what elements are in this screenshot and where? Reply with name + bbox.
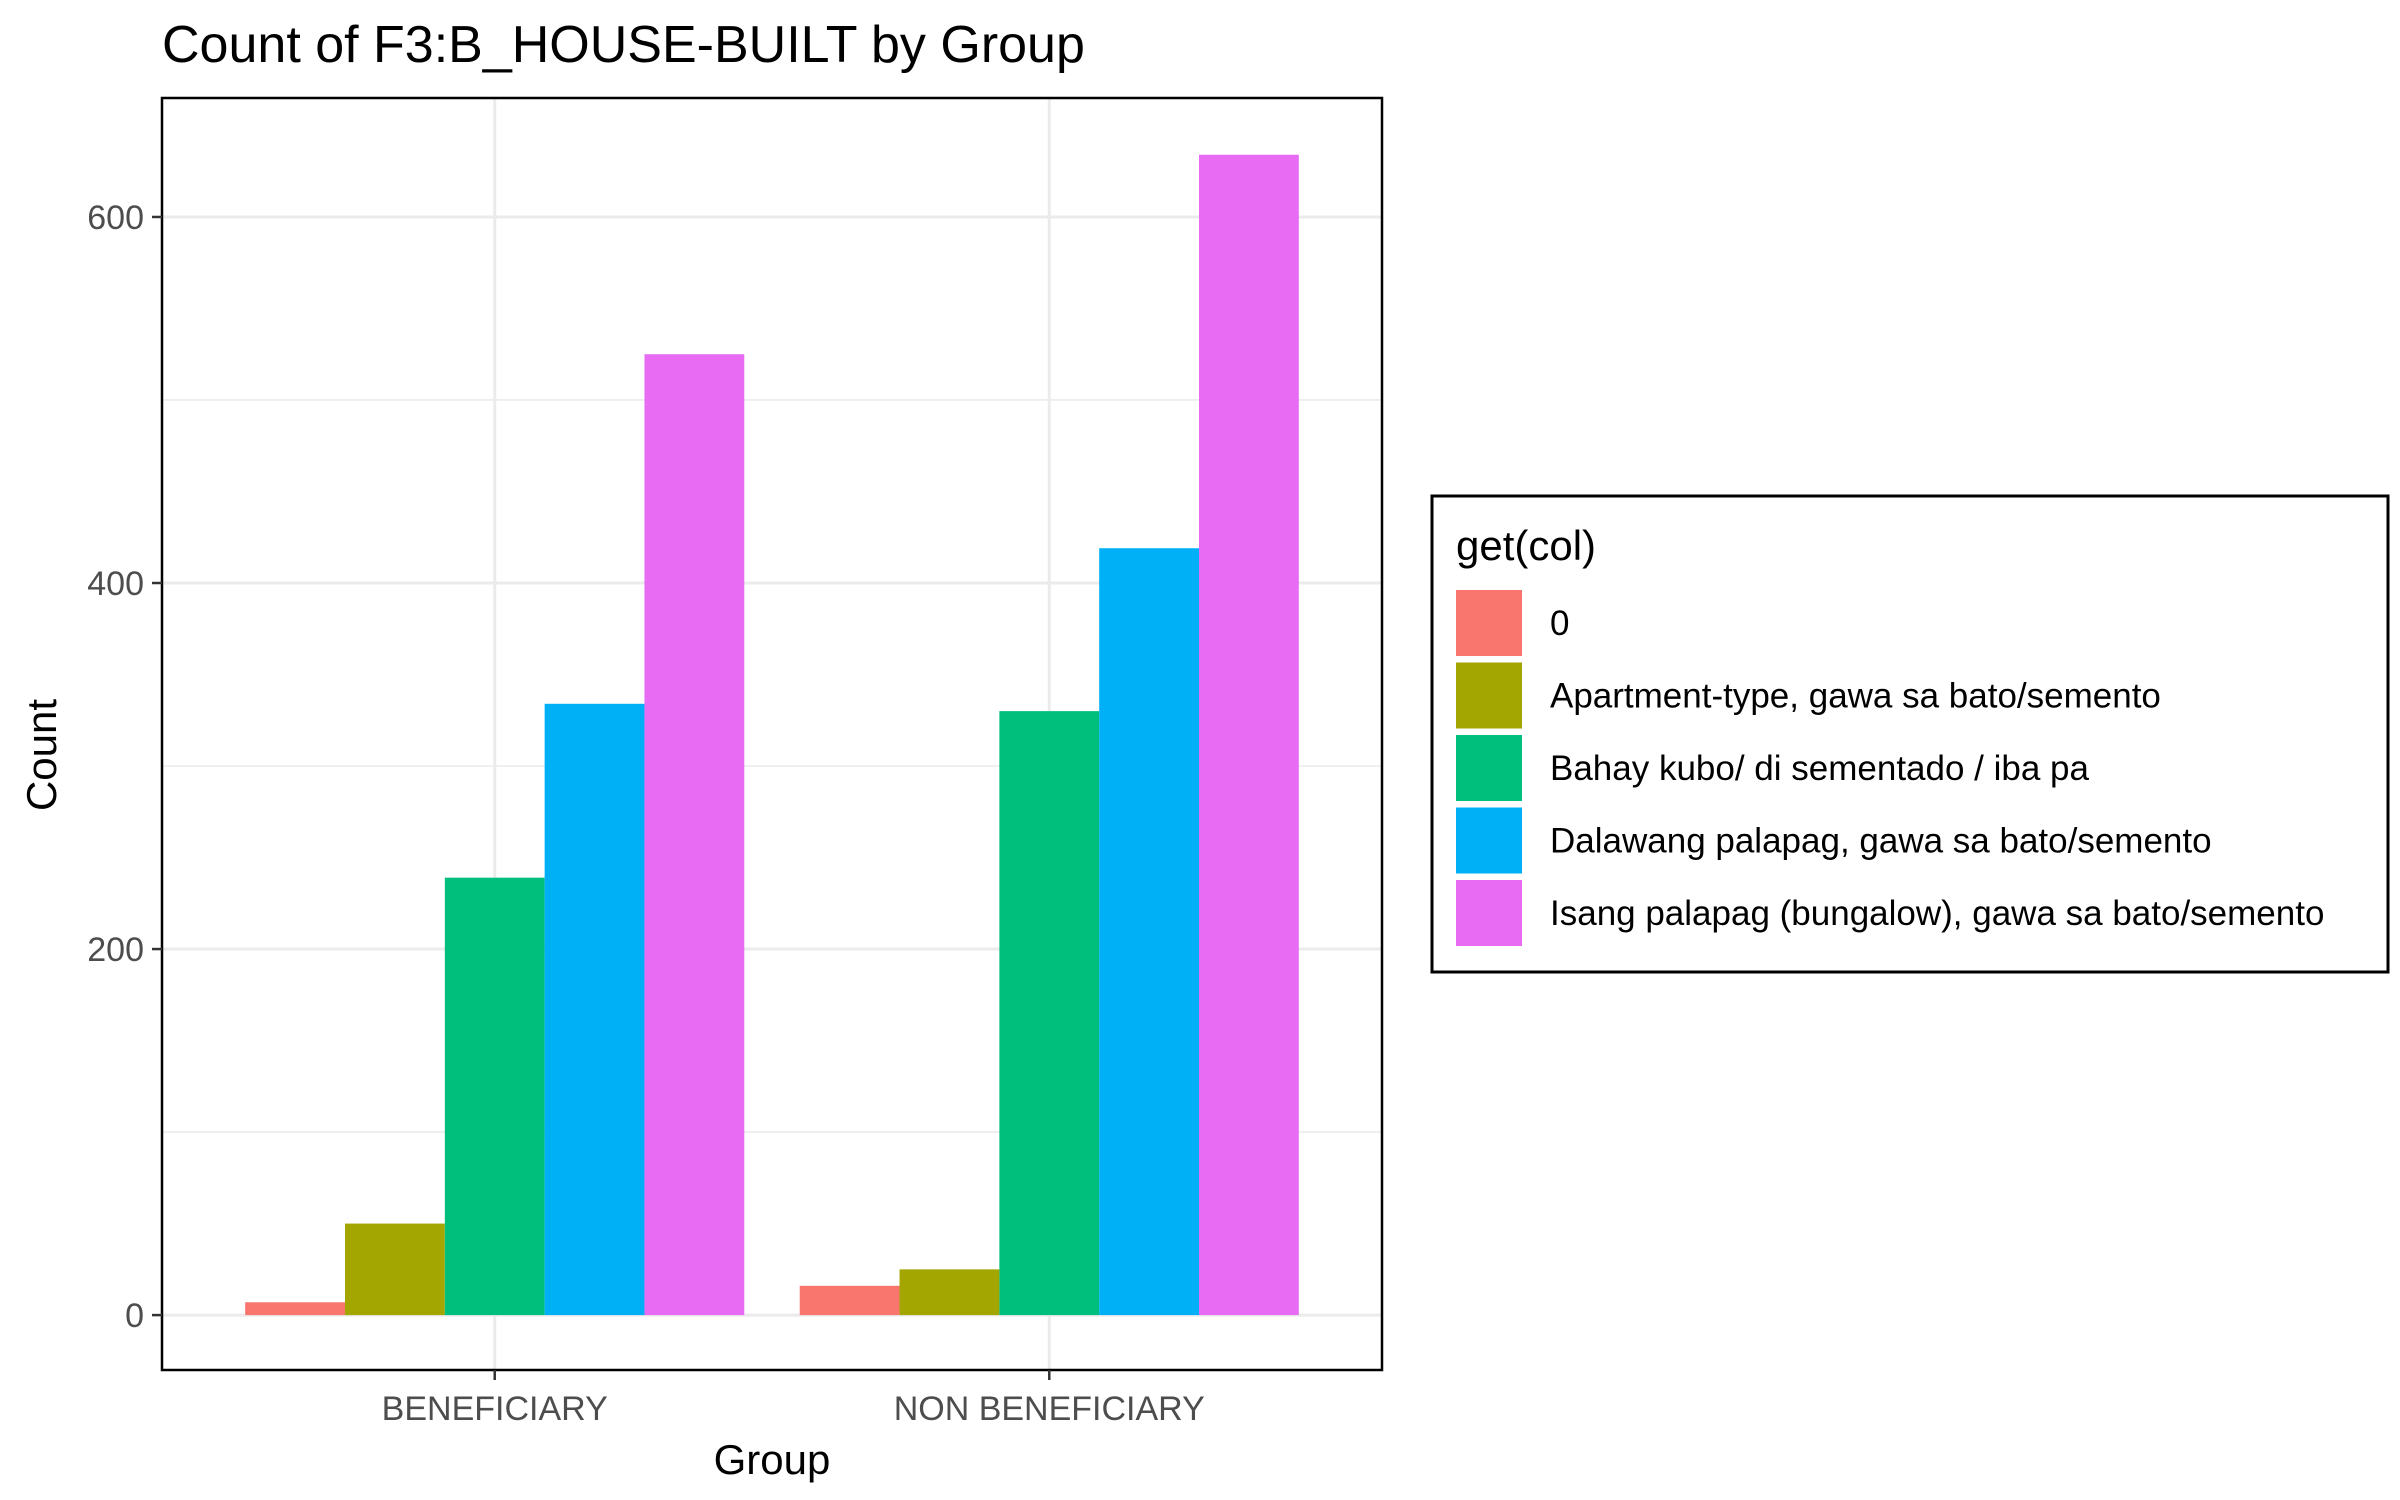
legend-label: Dalawang palapag, gawa sa bato/semento	[1550, 822, 2212, 861]
legend-box	[1430, 494, 2390, 974]
bar	[1099, 548, 1199, 1316]
bar	[345, 1223, 445, 1316]
bar	[1199, 154, 1299, 1316]
bar	[544, 703, 645, 1316]
legend-label: Bahay kubo/ di sementado / iba pa	[1550, 749, 2090, 788]
legend: get(col) 0 Apartment-type, gawa sa bato/s…	[1430, 494, 2390, 974]
bar	[644, 354, 745, 1316]
legend-label: 0	[1550, 604, 1569, 643]
legend-items: 0 Apartment-type, gawa sa bato/semento Bah…	[1456, 590, 2324, 946]
chart-title: Count of F3:B_HOUSE-BUILT by Group	[162, 16, 1085, 74]
bar	[444, 877, 545, 1316]
bars	[245, 154, 1299, 1316]
legend-key	[1456, 662, 1522, 729]
y-tick-label: 200	[87, 931, 144, 969]
legend-key	[1456, 590, 1522, 656]
legend-key	[1456, 807, 1522, 874]
bar	[799, 1285, 900, 1316]
x-tick-label: BENEFICIARY	[382, 1390, 608, 1428]
y-axis: 0 200 400 600	[87, 199, 162, 1335]
x-tick-label: NON BENEFICIARY	[894, 1390, 1205, 1428]
x-axis-title: Group	[714, 1436, 831, 1483]
legend-key	[1456, 880, 1522, 946]
legend-label: Apartment-type, gawa sa bato/semento	[1550, 677, 2161, 716]
legend-title: get(col)	[1456, 522, 1596, 569]
x-axis: BENEFICIARY NON BENEFICIARY	[382, 1370, 1205, 1428]
y-axis-title: Count	[18, 699, 65, 811]
legend-label: Isang palapag (bungalow), gawa sa bato/s…	[1550, 894, 2324, 933]
y-tick-label: 600	[87, 199, 144, 237]
plot-panel-border	[160, 96, 1384, 1372]
y-tick-label: 400	[87, 565, 144, 603]
bar	[999, 711, 1100, 1316]
bar	[899, 1269, 1000, 1316]
bar	[245, 1302, 345, 1316]
y-tick-label: 0	[125, 1297, 144, 1335]
legend-key	[1456, 735, 1522, 801]
